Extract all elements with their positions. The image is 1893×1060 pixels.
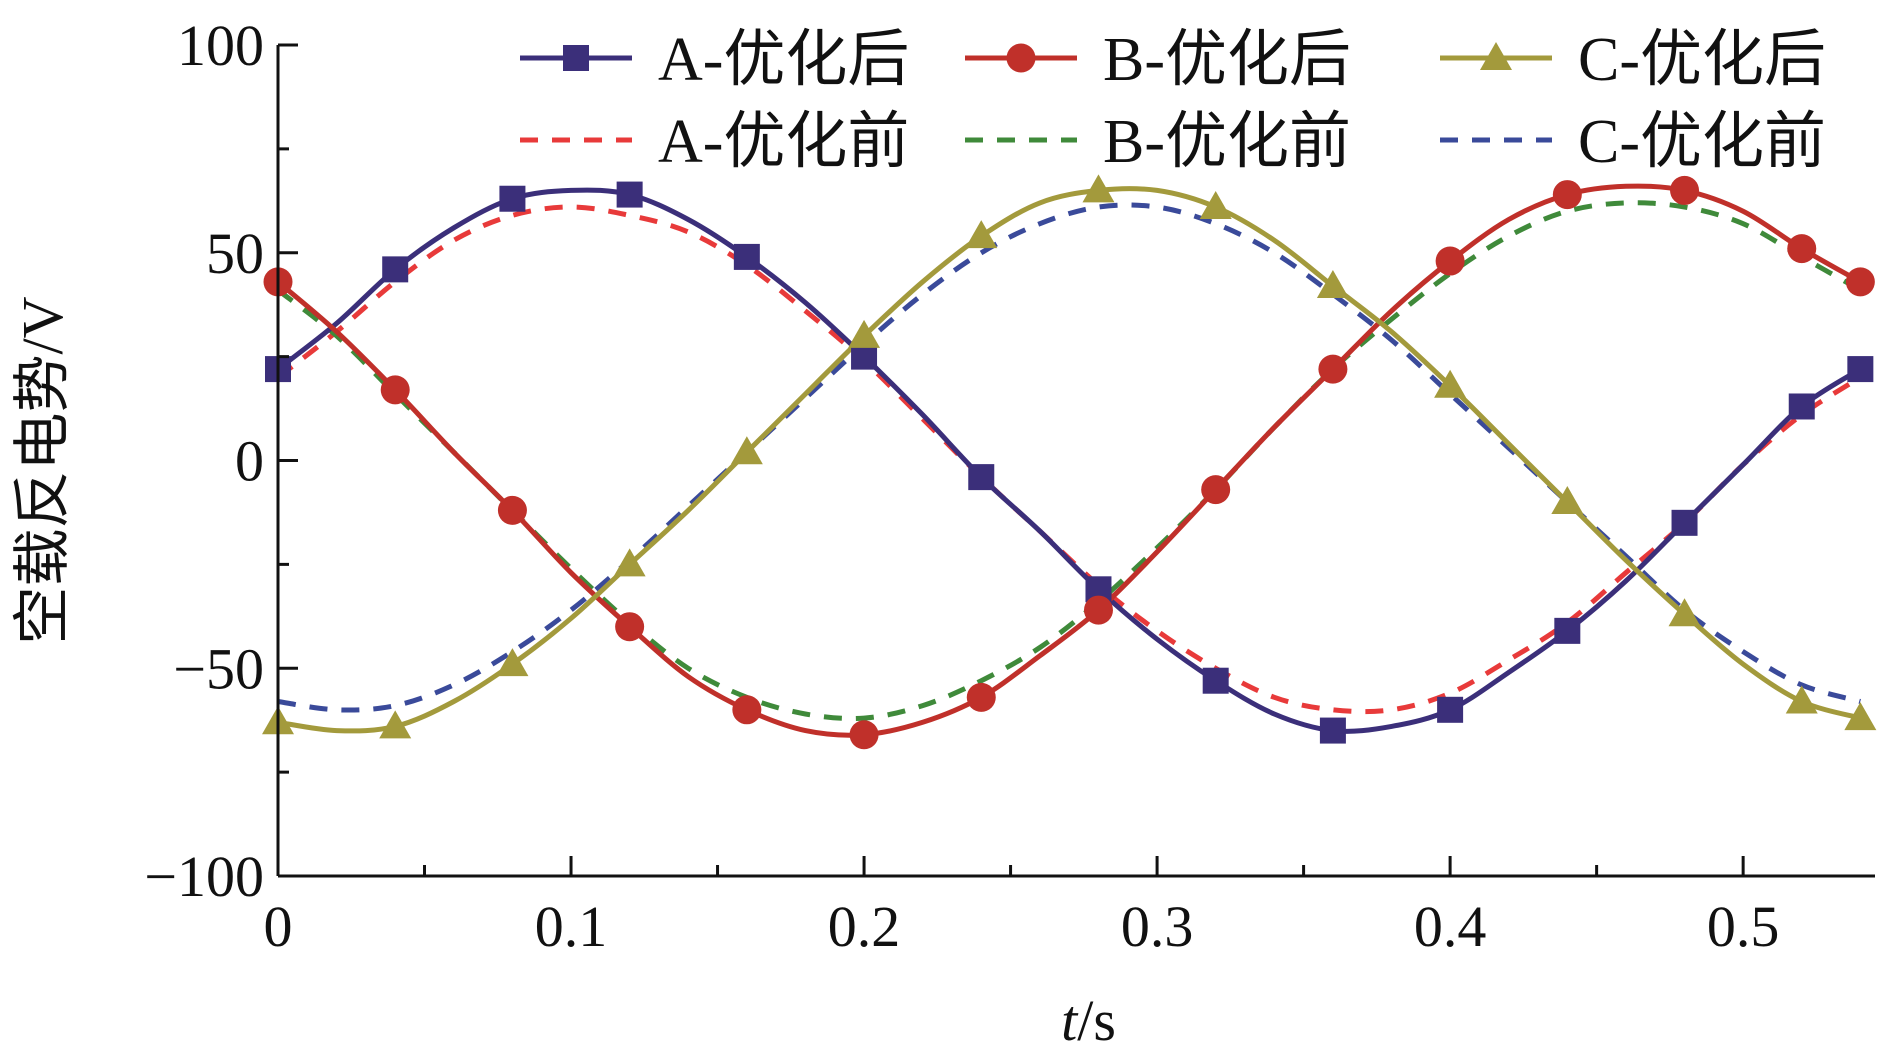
series-marker <box>382 256 409 283</box>
series-marker <box>616 181 643 208</box>
x-axis-title: t/s <box>1061 988 1116 1053</box>
legend-label: A-优化前 <box>658 108 909 176</box>
series-marker <box>849 720 879 750</box>
series-marker <box>1551 486 1584 515</box>
series-marker <box>1316 269 1349 298</box>
series-marker <box>1202 667 1229 694</box>
x-tick-label: 0.1 <box>535 894 608 959</box>
x-axis-unit: /s <box>1077 988 1116 1053</box>
series-marker <box>848 319 881 348</box>
series-marker <box>496 648 529 677</box>
series-marker <box>1319 717 1346 744</box>
legend-label: B-优化前 <box>1103 108 1351 176</box>
series-marker <box>613 548 646 577</box>
series-marker <box>1668 598 1701 627</box>
x-tick-label: 0.5 <box>1707 894 1780 959</box>
series-line-2 <box>276 183 1862 738</box>
legend-label: A-优化后 <box>658 26 909 94</box>
series-marker <box>380 375 410 405</box>
series-marker <box>851 343 878 370</box>
x-tick-label: 0.4 <box>1414 894 1487 959</box>
series-marker <box>1670 175 1700 205</box>
x-axis-variable: t <box>1061 988 1079 1053</box>
series-marker <box>1083 595 1113 625</box>
series-line-1 <box>276 187 1862 734</box>
legend-label: C-优化后 <box>1578 26 1826 94</box>
series-marker <box>499 185 526 212</box>
series-marker <box>1318 354 1348 384</box>
series-marker <box>379 710 412 739</box>
series-marker <box>497 495 527 525</box>
series-marker <box>965 220 998 249</box>
x-tick-label: 0 <box>264 894 293 959</box>
series-marker <box>1785 685 1818 714</box>
y-tick-label: 50 <box>206 221 264 286</box>
legend: A-优化后 B-优化后 C-优化后 A-优化前 B-优化前 C-优化前 <box>520 26 1826 176</box>
series-marker <box>733 243 760 270</box>
y-tick-label: −100 <box>144 844 264 909</box>
y-tick-label: −50 <box>173 636 264 701</box>
legend-marker <box>563 45 589 71</box>
x-tick-label: 0.3 <box>1121 894 1194 959</box>
series-marker <box>1554 617 1581 644</box>
series-marker <box>1552 180 1582 210</box>
series-line-5 <box>276 200 1862 722</box>
series-marker <box>732 695 762 725</box>
legend-marker <box>1480 42 1512 70</box>
series-marker <box>968 464 995 491</box>
series-marker <box>1437 696 1464 723</box>
legend-marker <box>1006 43 1036 73</box>
series-marker <box>1435 246 1465 276</box>
legend-label: B-优化后 <box>1103 26 1351 94</box>
series-marker <box>1671 509 1698 536</box>
marker-layer <box>262 174 1877 750</box>
series-marker <box>1788 393 1815 420</box>
series-marker <box>615 612 645 642</box>
y-axis-title: 空载反电势/V <box>10 296 75 644</box>
plot-area <box>276 183 1862 738</box>
series-marker <box>1847 356 1874 383</box>
series-marker <box>1199 191 1232 220</box>
series-marker <box>1844 702 1877 731</box>
series-marker <box>1845 267 1875 297</box>
legend-label: C-优化前 <box>1578 108 1826 176</box>
series-marker <box>966 682 996 712</box>
y-tick-label: 0 <box>235 429 264 494</box>
series-marker <box>1201 475 1231 505</box>
series-marker <box>730 436 763 465</box>
series-marker <box>1434 369 1467 398</box>
ticks: 0 0.1 0.2 0.3 0.4 0.5 −100 −50 0 50 100 <box>144 13 1779 959</box>
series-marker <box>1082 174 1115 203</box>
x-tick-label: 0.2 <box>828 894 901 959</box>
y-tick-label: 100 <box>177 13 264 78</box>
series-line-3 <box>277 186 1861 734</box>
series-marker <box>1787 234 1817 264</box>
